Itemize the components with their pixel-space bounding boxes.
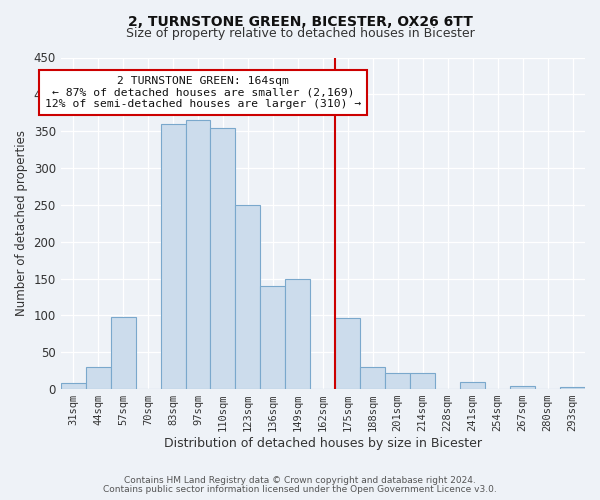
Bar: [211, 128, 235, 389]
Y-axis label: Number of detached properties: Number of detached properties: [15, 130, 28, 316]
Bar: [335, 318, 360, 389]
Bar: [86, 367, 110, 389]
Text: Contains public sector information licensed under the Open Government Licence v3: Contains public sector information licen…: [103, 485, 497, 494]
Bar: [260, 286, 286, 389]
Bar: [235, 205, 260, 389]
Bar: [510, 386, 535, 389]
Bar: [61, 383, 86, 389]
Bar: [161, 124, 185, 389]
Bar: [385, 373, 410, 389]
Bar: [360, 367, 385, 389]
Text: 2 TURNSTONE GREEN: 164sqm
← 87% of detached houses are smaller (2,169)
12% of se: 2 TURNSTONE GREEN: 164sqm ← 87% of detac…: [45, 76, 361, 109]
Bar: [460, 382, 485, 389]
Bar: [185, 120, 211, 389]
Bar: [286, 278, 310, 389]
Text: Contains HM Land Registry data © Crown copyright and database right 2024.: Contains HM Land Registry data © Crown c…: [124, 476, 476, 485]
Bar: [410, 373, 435, 389]
X-axis label: Distribution of detached houses by size in Bicester: Distribution of detached houses by size …: [164, 437, 482, 450]
Text: Size of property relative to detached houses in Bicester: Size of property relative to detached ho…: [125, 28, 475, 40]
Bar: [110, 317, 136, 389]
Text: 2, TURNSTONE GREEN, BICESTER, OX26 6TT: 2, TURNSTONE GREEN, BICESTER, OX26 6TT: [128, 15, 472, 29]
Bar: [560, 387, 585, 389]
